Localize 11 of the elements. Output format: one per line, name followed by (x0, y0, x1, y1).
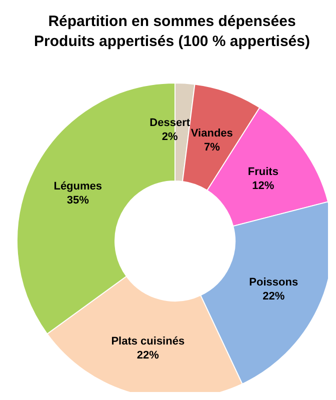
data-label: 12% (252, 180, 274, 192)
slice-label: Légumes (54, 180, 102, 193)
data-label: 7% (204, 141, 220, 154)
slice-label: Fruits (248, 166, 278, 178)
slice-label: Viandes (190, 127, 233, 140)
data-label: 35% (66, 194, 90, 207)
data-label: 22% (136, 350, 160, 362)
data-label: 22% (262, 290, 285, 302)
slice-label: Poissons (249, 276, 298, 288)
slice-label: Plats cuisinés (111, 336, 185, 348)
chart-title: Répartition en sommes dépensées Produits appertisés (100 % appertisés) (34, 13, 310, 50)
